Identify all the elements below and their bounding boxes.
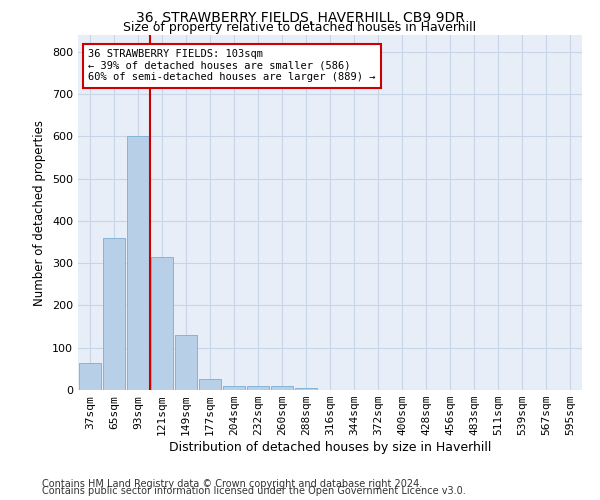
Text: 36 STRAWBERRY FIELDS: 103sqm
← 39% of detached houses are smaller (586)
60% of s: 36 STRAWBERRY FIELDS: 103sqm ← 39% of de… [88, 49, 376, 82]
Text: Contains HM Land Registry data © Crown copyright and database right 2024.: Contains HM Land Registry data © Crown c… [42, 479, 422, 489]
Text: Contains public sector information licensed under the Open Government Licence v3: Contains public sector information licen… [42, 486, 466, 496]
X-axis label: Distribution of detached houses by size in Haverhill: Distribution of detached houses by size … [169, 441, 491, 454]
Bar [79, 362, 101, 390]
Bar [103, 238, 125, 390]
Bar [175, 335, 197, 390]
Bar [151, 257, 173, 390]
Bar [247, 386, 269, 390]
Text: 36, STRAWBERRY FIELDS, HAVERHILL, CB9 9DR: 36, STRAWBERRY FIELDS, HAVERHILL, CB9 9D… [136, 11, 464, 25]
Bar [223, 386, 245, 390]
Bar [295, 388, 317, 390]
Bar [271, 386, 293, 390]
Y-axis label: Number of detached properties: Number of detached properties [34, 120, 46, 306]
Bar [199, 380, 221, 390]
Text: Size of property relative to detached houses in Haverhill: Size of property relative to detached ho… [124, 22, 476, 35]
Bar [127, 136, 149, 390]
